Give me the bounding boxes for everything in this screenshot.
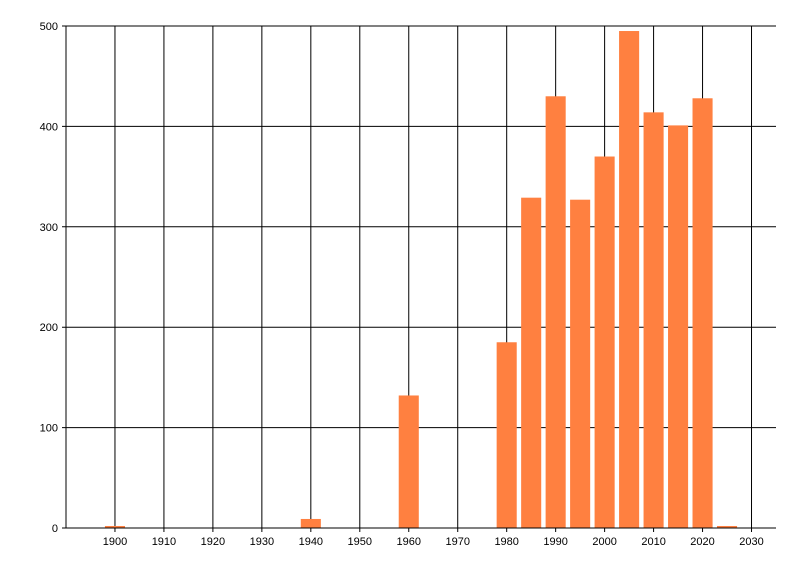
x-tick-label: 1980 bbox=[494, 536, 518, 548]
x-tick-label: 1960 bbox=[397, 536, 421, 548]
x-axis-ticks: 1900 1910 1920 1930 1940 1950 1960 1970 1980 1990… bbox=[103, 536, 764, 548]
x-tick-label: 1990 bbox=[543, 536, 567, 548]
bar-1960 bbox=[398, 395, 419, 528]
bar-2005 bbox=[619, 31, 640, 529]
bar-2020 bbox=[692, 98, 713, 529]
y-tick-label: 100 bbox=[40, 423, 58, 435]
axes bbox=[65, 26, 776, 529]
bar-2010 bbox=[643, 112, 664, 529]
y-axis-ticks: 0 100 200 300 400 500 bbox=[40, 21, 58, 535]
bar-1990 bbox=[545, 96, 566, 528]
bar-2015 bbox=[668, 125, 689, 528]
bar-2000 bbox=[594, 156, 615, 528]
y-tick-label: 500 bbox=[40, 21, 58, 33]
y-tick-label: 200 bbox=[40, 322, 58, 334]
y-tick-label: 0 bbox=[52, 523, 58, 535]
bar-1995 bbox=[570, 199, 591, 528]
bar-1985 bbox=[521, 197, 542, 528]
x-tick-label: 1970 bbox=[445, 536, 469, 548]
x-tick-label: 2030 bbox=[739, 536, 763, 548]
y-tick-label: 400 bbox=[40, 121, 58, 133]
bar-1900 bbox=[104, 525, 126, 528]
bar-2025 bbox=[716, 525, 738, 528]
bar-1940 bbox=[300, 518, 321, 528]
x-tick-label: 1940 bbox=[299, 536, 323, 548]
x-tick-label: 1930 bbox=[250, 536, 274, 548]
y-tick-label: 300 bbox=[40, 222, 58, 234]
x-tick-label: 1920 bbox=[201, 536, 225, 548]
x-tick-label: 1950 bbox=[348, 536, 372, 548]
x-tick-label: 2020 bbox=[690, 536, 714, 548]
x-tick-label: 1900 bbox=[103, 536, 127, 548]
bars bbox=[104, 31, 738, 529]
x-tick-label: 2010 bbox=[641, 536, 665, 548]
x-tick-label: 2000 bbox=[592, 536, 616, 548]
x-tick-label: 1910 bbox=[152, 536, 176, 548]
bar-1980 bbox=[496, 342, 517, 528]
